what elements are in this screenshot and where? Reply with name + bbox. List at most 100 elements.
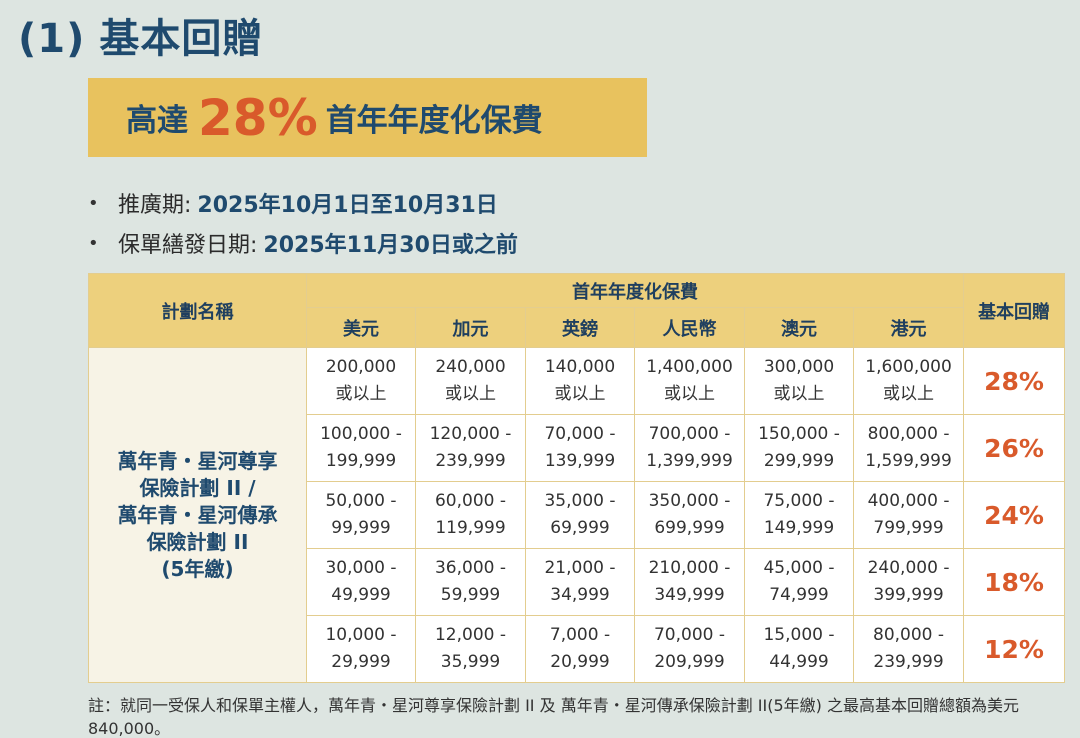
amount-cell: 350,000 - 699,999 <box>634 481 745 549</box>
amount-line: 299,999 <box>763 451 835 471</box>
amount-line: 199,999 <box>325 451 397 471</box>
plan-name-line: (5年繳) <box>161 556 234 581</box>
plan-name-line: 萬年青・星河尊享 <box>117 448 278 473</box>
amount-line: 70,000 - <box>544 424 616 444</box>
amount-line: 12,000 - <box>434 625 507 645</box>
amount-line: 140,000 <box>544 357 616 377</box>
amount-cell: 12,000 - 35,999 <box>415 615 526 683</box>
amount-line: 799,999 <box>873 518 944 538</box>
amount-cell: 100,000 - 199,999 <box>306 414 416 482</box>
amount-cell: 35,000 - 69,999 <box>525 481 635 549</box>
plan-name-line: 萬年青・星河傳承 <box>117 502 278 527</box>
amount-cell: 400,000 - 799,999 <box>852 481 965 549</box>
amount-cell: 15,000 - 44,999 <box>744 615 854 683</box>
rebate-rate-cell: 18% <box>963 548 1066 616</box>
amount-cell: 210,000 - 349,999 <box>634 548 745 616</box>
amount-cell: 75,000 - 149,999 <box>744 481 854 549</box>
amount-line: 150,000 - <box>758 424 840 444</box>
currency-header-hkd: 港元 <box>852 307 965 348</box>
amount-cell: 800,000 - 1,599,999 <box>852 414 965 482</box>
amount-line: 或以上 <box>664 384 715 404</box>
amount-cell: 70,000 - 209,999 <box>634 615 745 683</box>
amount-cell: 700,000 - 1,399,999 <box>634 414 745 482</box>
currency-header-rmb: 人民幣 <box>634 307 745 348</box>
amount-cell: 60,000 - 119,999 <box>415 481 526 549</box>
amount-line: 239,999 <box>435 451 506 471</box>
table-row: 萬年青・星河尊享 保險計劃 II / 萬年青・星河傳承 保險計劃 II (5年繳) 200… <box>88 347 1066 683</box>
amount-line: 139,999 <box>544 451 616 471</box>
amount-line: 或以上 <box>445 384 496 404</box>
amount-cell: 7,000 - 20,999 <box>525 615 635 683</box>
amount-line: 75,000 - <box>763 491 835 511</box>
amount-line: 399,999 <box>873 585 944 605</box>
bullet-dot-icon: • <box>88 192 99 214</box>
amount-line: 1,600,000 <box>865 357 952 377</box>
section-title: 基本回贈 <box>99 16 264 62</box>
amount-line: 或以上 <box>883 384 935 404</box>
rebate-rate-cell: 26% <box>963 414 1066 482</box>
rebate-banner: 高達 28% 首年年度化保費 <box>88 78 647 157</box>
amount-line: 70,000 - <box>653 625 726 645</box>
amount-line: 149,999 <box>763 518 835 538</box>
section-number: (1) <box>18 16 86 62</box>
banner-highlight: 28% <box>198 88 318 147</box>
amount-cell: 36,000 - 59,999 <box>415 548 526 616</box>
currency-header-gbp: 英鎊 <box>525 307 635 348</box>
rebate-table: 計劃名稱 首年年度化保費 基本回贈 美元 加元 英鎊 人民幣 澳元 港元 萬年青… <box>88 273 1066 683</box>
amount-line: 21,000 - <box>544 558 616 578</box>
amount-line: 35,999 <box>440 652 501 672</box>
table-body: 萬年青・星河尊享 保險計劃 II / 萬年青・星河傳承 保險計劃 II (5年繳) 200… <box>88 347 1066 683</box>
amount-cell: 240,000 - 399,999 <box>852 548 965 616</box>
amount-cell: 45,000 - 74,999 <box>744 548 854 616</box>
amount-line: 50,000 - <box>325 491 397 511</box>
table-row: 10,000 - 29,999 12,000 - 35,999 7,000 - 20,99… <box>89 615 1066 683</box>
amount-line: 或以上 <box>773 384 825 404</box>
amount-line: 1,400,000 <box>646 357 733 377</box>
amount-line: 210,000 - <box>648 558 731 578</box>
amount-line: 20,999 <box>550 652 610 672</box>
amount-cell: 50,000 - 99,999 <box>306 481 416 549</box>
amount-line: 35,000 - <box>544 491 616 511</box>
section-heading: (1) 基本回贈 <box>18 6 263 64</box>
rebate-header: 基本回贈 <box>963 273 1066 348</box>
amount-cell: 200,000 或以上 <box>306 347 416 415</box>
amount-cell: 1,400,000 或以上 <box>634 347 745 415</box>
plan-name-line: 保險計劃 II <box>146 529 249 554</box>
bullet-value: 2025年11月30日或之前 <box>263 233 518 258</box>
amount-line: 120,000 - <box>429 424 512 444</box>
amount-line: 74,999 <box>769 585 829 605</box>
rebate-rate-cell: 24% <box>963 481 1066 549</box>
amount-line: 36,000 - <box>434 558 507 578</box>
banner-prefix: 高達 <box>126 103 188 139</box>
amount-line: 1,399,999 <box>646 451 733 471</box>
amount-cell: 21,000 - 34,999 <box>525 548 635 616</box>
amount-cell: 10,000 - 29,999 <box>306 615 416 683</box>
bullet-value: 2025年10月1日至10月31日 <box>197 193 498 218</box>
amount-line: 80,000 - <box>873 625 945 645</box>
amount-line: 29,999 <box>331 652 391 672</box>
amount-line: 或以上 <box>335 384 387 404</box>
banner-suffix: 首年年度化保費 <box>325 103 543 139</box>
amount-cell: 120,000 - 239,999 <box>415 414 526 482</box>
bullet-label: 推廣期: <box>118 193 192 218</box>
amount-line: 1,599,999 <box>865 451 952 471</box>
amount-line: 119,999 <box>435 518 506 538</box>
amount-cell: 150,000 - 299,999 <box>744 414 854 482</box>
amount-line: 200,000 <box>325 357 397 377</box>
amount-line: 209,999 <box>654 652 725 672</box>
amount-cell: 30,000 - 49,999 <box>306 548 416 616</box>
amount-cell: 1,600,000 或以上 <box>852 347 965 415</box>
amount-line: 350,000 - <box>648 491 731 511</box>
amount-line: 240,000 - <box>867 558 950 578</box>
amount-line: 10,000 - <box>325 625 397 645</box>
amount-line: 99,999 <box>331 518 391 538</box>
rebate-rate-cell: 28% <box>963 347 1066 415</box>
amount-line: 30,000 - <box>325 558 397 578</box>
amount-line: 100,000 - <box>320 424 402 444</box>
amount-line: 59,999 <box>440 585 501 605</box>
bullet-dot-icon: • <box>88 232 99 254</box>
amount-cell: 140,000 或以上 <box>525 347 635 415</box>
amount-cell: 80,000 - 239,999 <box>852 615 965 683</box>
bullet-label: 保單繕發日期: <box>118 233 258 258</box>
amount-line: 15,000 - <box>763 625 835 645</box>
